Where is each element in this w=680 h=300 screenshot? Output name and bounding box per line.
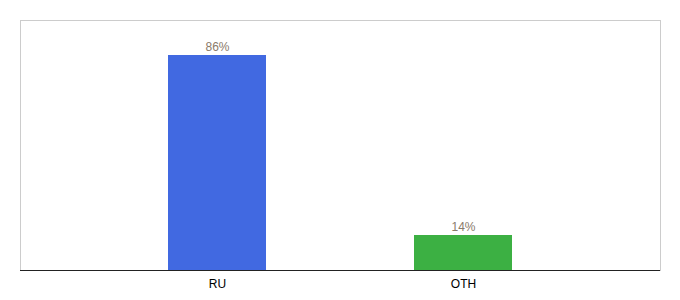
svg-text:RU: RU: [209, 277, 226, 291]
svg-text:OTH: OTH: [451, 277, 476, 291]
svg-text:86%: 86%: [205, 40, 229, 54]
svg-text:14%: 14%: [451, 220, 475, 234]
